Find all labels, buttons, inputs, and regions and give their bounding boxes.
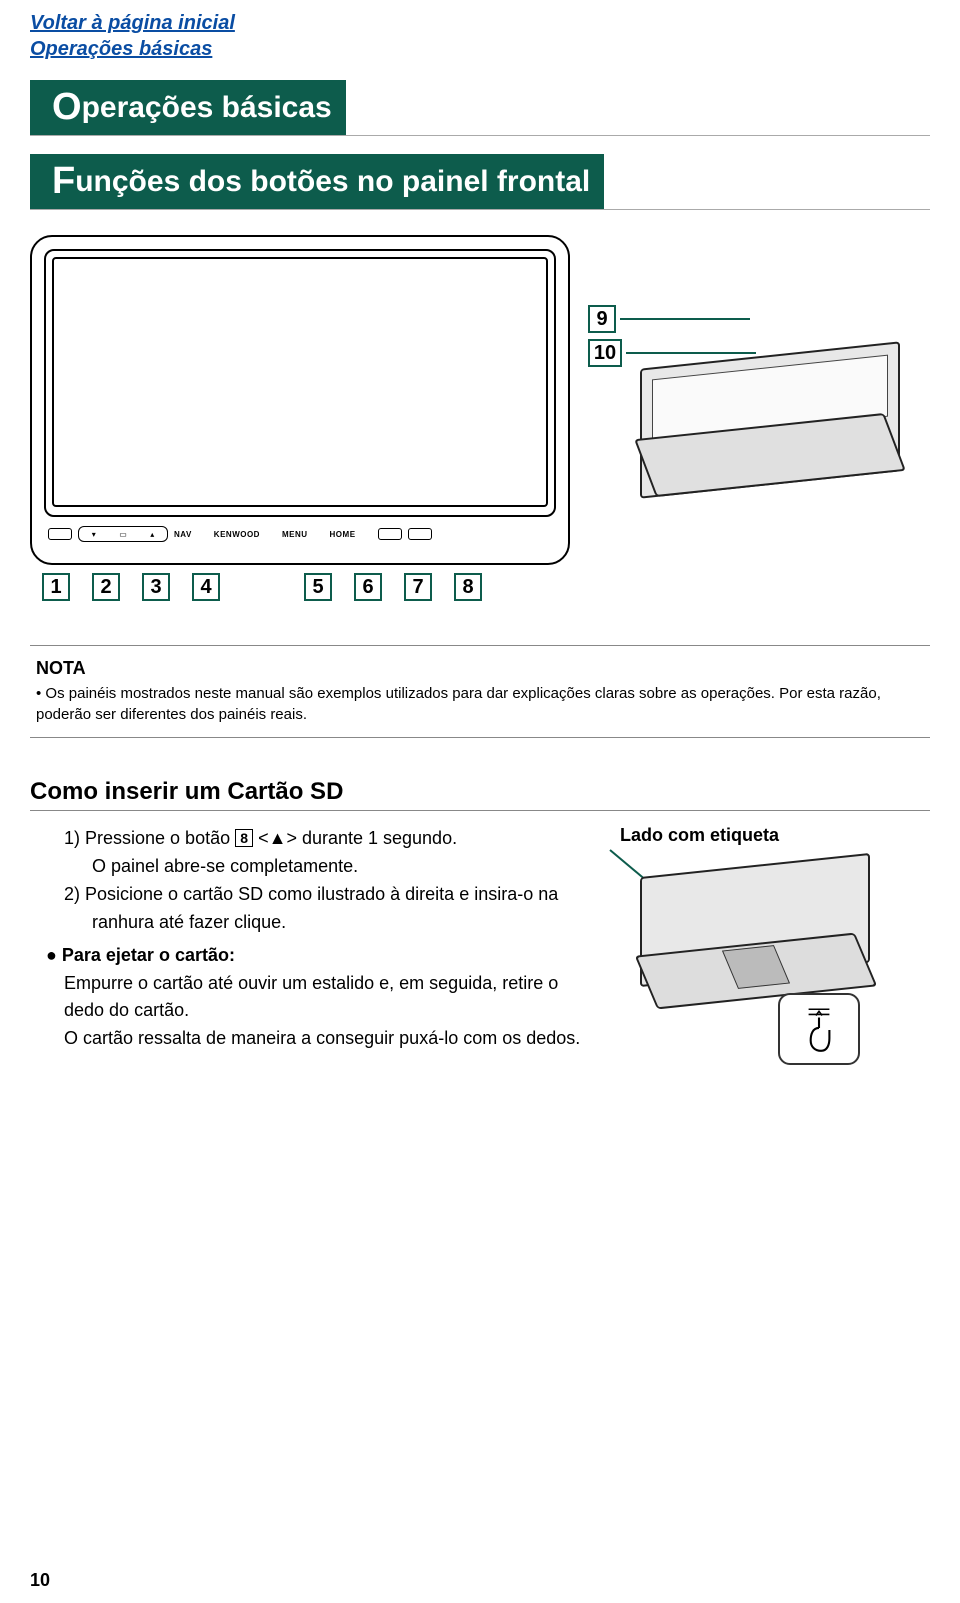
btn-label-brand: KENWOOD bbox=[214, 530, 260, 539]
callout-7: 7 bbox=[404, 573, 432, 601]
heading-funcoes: Funções dos botões no painel frontal bbox=[30, 154, 604, 209]
callout-8: 8 bbox=[454, 573, 482, 601]
eject-title: Para ejetar o cartão: bbox=[46, 945, 600, 966]
step-1: 1) Pressione o botão 8 <▲> durante 1 seg… bbox=[30, 825, 600, 853]
inline-box-8: 8 bbox=[235, 829, 253, 847]
callout-2: 2 bbox=[92, 573, 120, 601]
eject-p1: Empurre o cartão até ouvir um estalido e… bbox=[30, 970, 600, 1026]
nota-title: NOTA bbox=[36, 658, 924, 679]
btn-label-nav: NAV bbox=[174, 530, 192, 539]
nota-box: NOTA Os painéis mostrados neste manual s… bbox=[30, 645, 930, 738]
btn-label-home: HOME bbox=[330, 530, 356, 539]
callout-3: 3 bbox=[142, 573, 170, 601]
link-section[interactable]: Operações básicas bbox=[30, 36, 930, 62]
figure-open-tray bbox=[610, 325, 920, 525]
eject-p2: O cartão ressalta de maneira a conseguir… bbox=[30, 1025, 600, 1053]
callout-1: 1 bbox=[42, 573, 70, 601]
device-button-row: ▾▭▴ NAV KENWOOD MENU HOME bbox=[48, 519, 552, 549]
hand-icon bbox=[778, 993, 860, 1065]
device-outline: ▾▭▴ NAV KENWOOD MENU HOME bbox=[30, 235, 570, 565]
figure-sd-insert bbox=[620, 855, 880, 1035]
callout-5: 5 bbox=[304, 573, 332, 601]
step-1-sub: O painel abre-se completamente. bbox=[30, 853, 600, 881]
heading-sd: Como inserir um Cartão SD bbox=[30, 778, 930, 811]
btn-label-menu: MENU bbox=[282, 530, 308, 539]
step-2: 2) Posicione o cartão SD como ilustrado … bbox=[30, 881, 600, 937]
callout-4: 4 bbox=[192, 573, 220, 601]
callouts-bottom: 1 2 3 4 5 6 7 8 bbox=[42, 573, 482, 601]
figure-front-panel: ▾▭▴ NAV KENWOOD MENU HOME 1 2 3 4 5 6 7 … bbox=[30, 235, 930, 615]
link-home[interactable]: Voltar à página inicial bbox=[30, 10, 930, 36]
fig2-label: Lado com etiqueta bbox=[620, 825, 920, 847]
heading-operacoes: Operações básicas bbox=[30, 80, 346, 135]
page-number: 10 bbox=[30, 1570, 50, 1591]
nota-text: Os painéis mostrados neste manual são ex… bbox=[36, 683, 924, 725]
callout-6: 6 bbox=[354, 573, 382, 601]
steps-column: 1) Pressione o botão 8 <▲> durante 1 seg… bbox=[30, 825, 600, 1053]
